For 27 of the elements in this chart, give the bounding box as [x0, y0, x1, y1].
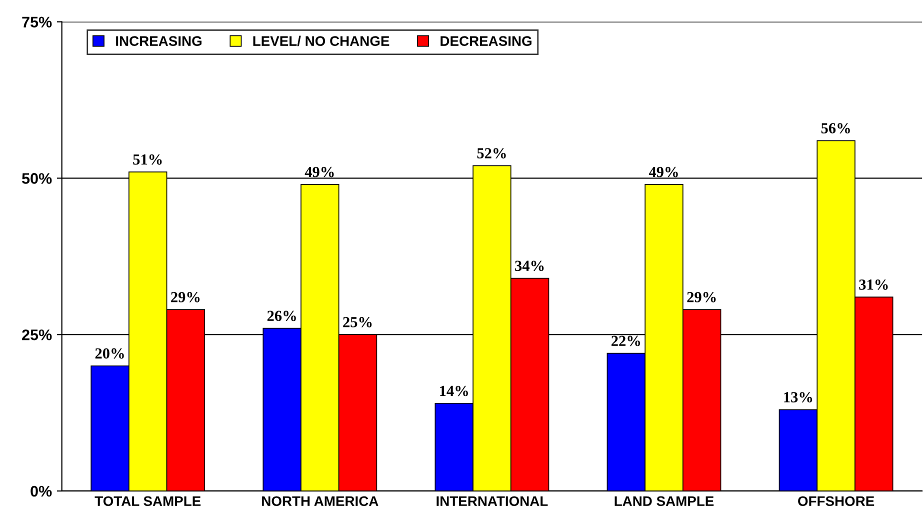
- y-tick-label: 75%: [22, 16, 52, 28]
- data-label: 49%: [648, 166, 678, 178]
- data-label: 26%: [267, 310, 296, 322]
- data-label: 14%: [440, 386, 468, 396]
- data-label: 51%: [133, 154, 162, 165]
- data-label: 56%: [821, 123, 850, 134]
- y-tick-label: 0%: [30, 486, 52, 497]
- x-tick-label: TOTAL SAMPLE: [94, 496, 201, 506]
- data-label: 22%: [612, 336, 640, 346]
- x-tick-label: LAND SAMPLE: [614, 496, 714, 506]
- data-label: 49%: [304, 166, 334, 178]
- legend-label: DECREASING: [440, 36, 532, 46]
- data-label: 29%: [171, 292, 200, 302]
- data-label: 31%: [859, 279, 888, 290]
- data-label: 25%: [343, 317, 372, 328]
- legend-label: LEVEL/ NO CHANGE: [253, 36, 390, 46]
- x-tick-label: NORTH AMERICA: [262, 496, 378, 506]
- y-tick-label: 25%: [22, 329, 52, 340]
- data-label: 20%: [95, 348, 124, 359]
- data-label: 34%: [515, 260, 544, 272]
- y-tick-label: 50%: [22, 173, 52, 184]
- x-tick-label: INTERNATIONAL: [436, 496, 548, 506]
- data-label: 29%: [687, 292, 716, 302]
- data-label: 52%: [477, 148, 506, 158]
- legend-label: INCREASING: [116, 36, 202, 46]
- x-tick-label: OFFSHORE: [798, 496, 874, 506]
- data-label: 13%: [784, 392, 812, 402]
